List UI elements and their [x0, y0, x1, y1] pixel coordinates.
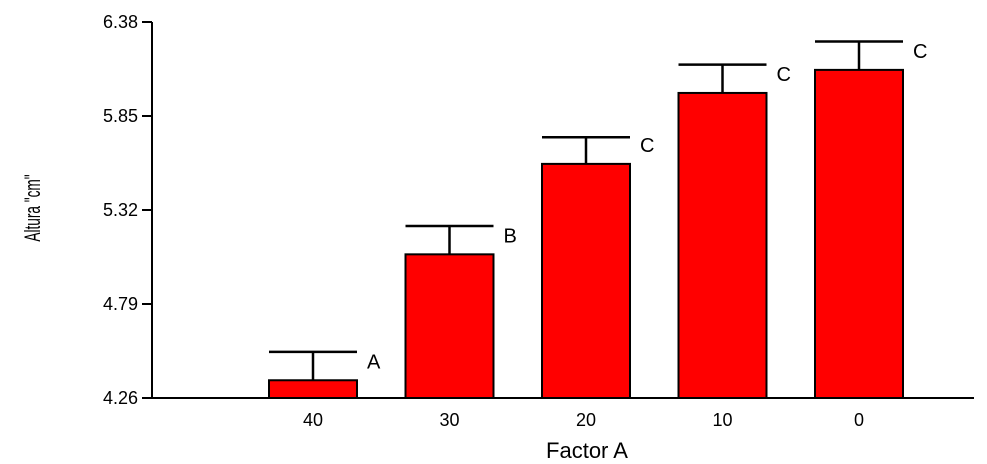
x-tick-label: 10 — [712, 410, 732, 430]
y-tick-label: 4.26 — [103, 388, 138, 408]
significance-label: B — [504, 225, 517, 247]
y-tick-label: 4.79 — [103, 294, 138, 314]
y-tick-label: 6.38 — [103, 12, 138, 32]
y-axis-label: Altura "cm" — [20, 174, 45, 241]
bar — [814, 68, 904, 400]
bar-group: A — [268, 350, 381, 400]
bar-group: B — [404, 224, 517, 399]
bar-group: C — [814, 40, 927, 400]
bar — [677, 91, 768, 400]
y-tick-label: 5.85 — [103, 106, 138, 126]
significance-label: C — [913, 41, 927, 63]
significance-label: A — [367, 351, 381, 373]
x-tick-label: 20 — [576, 410, 596, 430]
x-axis: 40 30 20 10 0 — [152, 397, 974, 430]
bar — [268, 379, 358, 400]
significance-label: C — [777, 64, 791, 86]
y-axis: 4.26 4.79 5.32 5.85 6.38 — [103, 12, 153, 408]
bar-group: C — [541, 135, 654, 399]
significance-label: C — [640, 135, 654, 157]
x-tick-label: 0 — [854, 410, 864, 430]
bar — [541, 162, 631, 399]
bar-group: C — [677, 63, 791, 400]
x-tick-label: 30 — [439, 410, 459, 430]
y-tick-label: 5.32 — [103, 200, 138, 220]
bars: A B C C C — [268, 40, 927, 400]
x-tick-label: 40 — [303, 410, 323, 430]
bar — [404, 253, 495, 399]
x-axis-label: Factor A — [546, 438, 628, 463]
